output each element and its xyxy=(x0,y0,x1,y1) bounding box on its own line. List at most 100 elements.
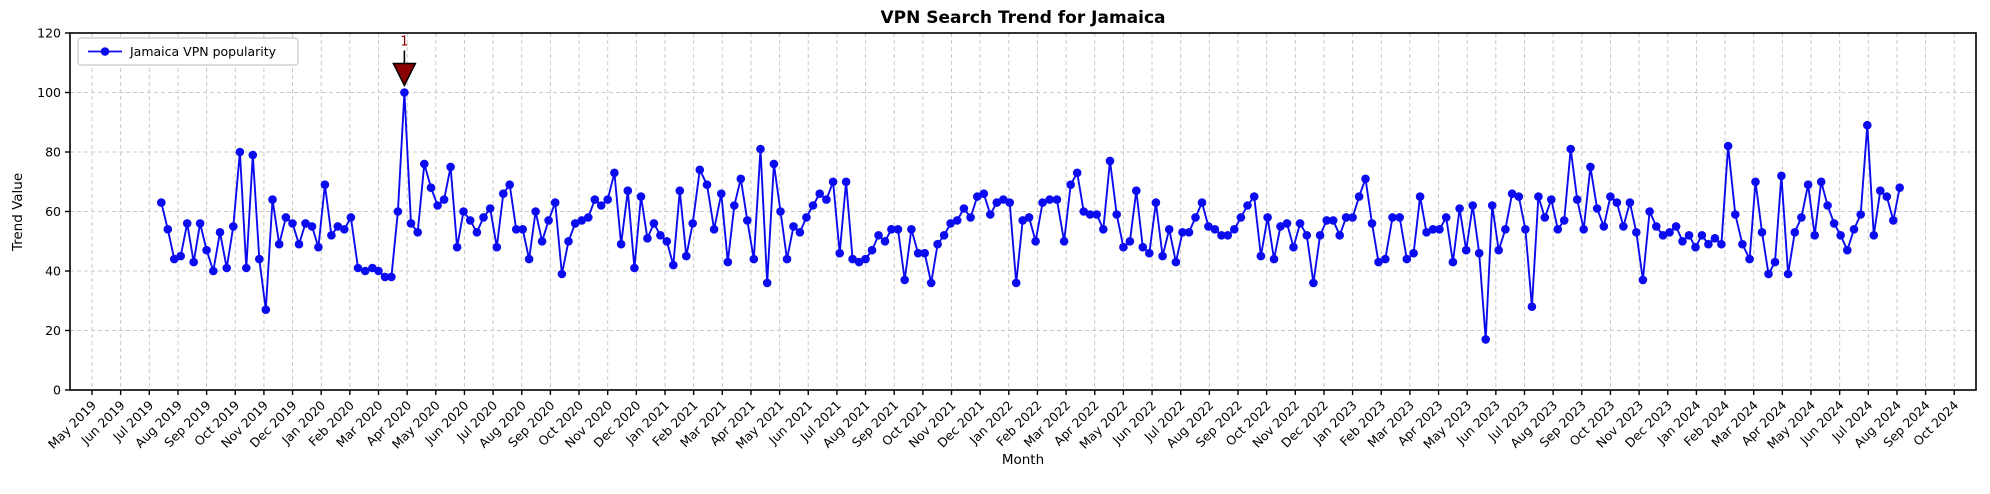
data-point-marker xyxy=(590,195,600,204)
data-point-marker xyxy=(1158,251,1167,261)
data-point-marker xyxy=(380,272,390,282)
data-point-marker xyxy=(301,219,310,228)
data-point-marker xyxy=(1422,228,1431,237)
data-point-marker xyxy=(1889,216,1898,225)
data-point-marker xyxy=(702,180,712,189)
data-point-marker xyxy=(492,242,502,252)
data-point-marker xyxy=(584,213,593,222)
data-point-marker xyxy=(465,216,475,225)
data-point-marker xyxy=(1612,198,1622,207)
data-point-marker xyxy=(1619,222,1628,231)
data-point-marker xyxy=(867,245,877,255)
data-point-marker xyxy=(1354,192,1364,201)
data-point-marker xyxy=(1717,239,1726,249)
data-point-marker xyxy=(550,198,560,207)
data-point-marker xyxy=(1402,254,1412,264)
data-point-marker xyxy=(1038,198,1047,207)
data-point-marker xyxy=(913,248,923,258)
data-point-marker xyxy=(1092,210,1101,219)
data-point-marker xyxy=(281,213,291,222)
data-point-marker xyxy=(1052,195,1062,204)
data-point-marker xyxy=(822,195,831,204)
data-point-marker xyxy=(1409,248,1418,258)
data-point-marker xyxy=(570,219,580,228)
y-tick-label: 80 xyxy=(45,145,61,160)
data-point-marker xyxy=(1882,192,1892,201)
data-point-marker xyxy=(1638,275,1648,285)
data-point-marker xyxy=(1435,225,1444,234)
data-point-marker xyxy=(1770,257,1780,267)
data-point-marker xyxy=(946,219,955,228)
y-tick-label: 20 xyxy=(45,323,61,338)
y-axis: 0 20 40 60 80 100 120 xyxy=(37,26,70,398)
data-point-marker xyxy=(1072,168,1082,178)
data-point-marker xyxy=(1810,231,1819,240)
data-point-marker xyxy=(1823,201,1832,210)
data-point-marker xyxy=(452,242,462,252)
data-point-marker xyxy=(835,248,844,258)
data-point-marker xyxy=(656,231,665,240)
data-point-marker xyxy=(939,231,949,240)
data-point-marker xyxy=(1263,213,1272,222)
data-point-marker xyxy=(966,213,975,222)
data-point-marker xyxy=(353,263,363,273)
data-point-marker xyxy=(1592,204,1602,213)
data-point-marker xyxy=(1348,213,1357,222)
data-point-marker xyxy=(1559,216,1569,225)
legend-marker-icon xyxy=(100,47,110,56)
data-point-marker xyxy=(1468,201,1477,210)
data-point-marker xyxy=(261,305,271,315)
data-point-marker xyxy=(1849,225,1859,234)
data-point-marker xyxy=(749,254,759,264)
data-point-marker xyxy=(459,207,468,216)
data-point-marker xyxy=(933,239,942,249)
data-point-marker xyxy=(900,275,909,285)
data-point-marker xyxy=(1079,207,1088,216)
data-point-marker xyxy=(557,269,567,279)
data-point-marker xyxy=(841,177,851,187)
data-point-marker xyxy=(1843,245,1852,255)
data-point-marker xyxy=(314,242,323,252)
data-point-marker xyxy=(229,222,238,231)
y-tick-label: 60 xyxy=(45,204,61,219)
data-point-marker xyxy=(531,207,540,216)
data-point-marker xyxy=(1276,222,1285,231)
data-point-marker xyxy=(596,201,606,210)
data-point-marker xyxy=(439,195,449,204)
data-point-marker xyxy=(1315,231,1325,240)
data-point-marker xyxy=(577,216,587,225)
data-point-marker xyxy=(1777,171,1786,181)
data-point-marker xyxy=(170,254,179,264)
data-point-marker xyxy=(420,159,429,169)
y-tick-label: 120 xyxy=(37,26,61,41)
data-point-marker xyxy=(1223,231,1233,240)
data-point-marker xyxy=(802,213,811,222)
data-point-marker xyxy=(1236,213,1246,222)
y-axis-title: Trend Value xyxy=(10,173,26,252)
data-point-marker xyxy=(815,189,824,198)
data-point-marker xyxy=(1191,213,1200,222)
y-tick-label: 100 xyxy=(37,85,61,100)
data-point-marker xyxy=(1658,231,1668,240)
trend-series xyxy=(157,88,1904,344)
data-point-marker xyxy=(406,219,416,228)
data-point-marker xyxy=(1145,248,1154,258)
data-point-marker xyxy=(274,239,284,249)
data-point-marker xyxy=(1731,210,1740,219)
data-point-marker xyxy=(1132,186,1141,195)
data-point-marker xyxy=(1178,228,1187,237)
data-point-marker xyxy=(1797,213,1806,222)
data-point-marker xyxy=(518,225,527,234)
data-point-marker xyxy=(762,278,772,288)
data-point-marker xyxy=(1836,231,1845,240)
data-point-marker xyxy=(1547,195,1556,204)
data-point-marker xyxy=(1710,234,1720,243)
data-point-marker xyxy=(222,263,231,273)
data-point-marker xyxy=(828,177,838,187)
data-point-marker xyxy=(400,88,409,97)
data-point-marker xyxy=(893,225,903,234)
data-point-marker xyxy=(1876,186,1885,195)
data-point-marker xyxy=(1572,195,1582,204)
